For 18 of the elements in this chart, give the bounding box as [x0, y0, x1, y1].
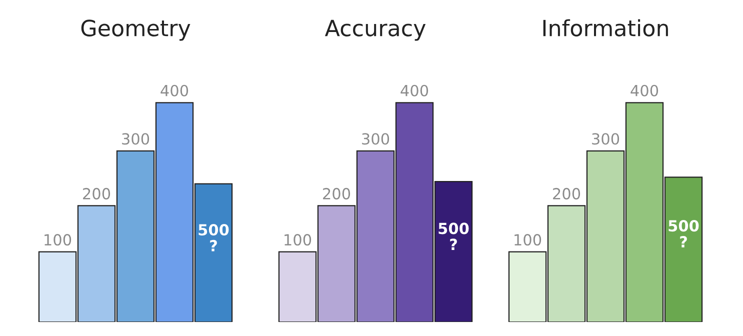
chart-title: Accuracy — [324, 20, 426, 41]
annotation: 500 ? — [198, 224, 229, 252]
annotation: 500 ? — [438, 222, 469, 250]
annotation: 300 — [362, 133, 390, 145]
annotation: 300 — [592, 133, 620, 145]
annotation: 400 — [160, 84, 188, 96]
annotation: 400 — [630, 84, 658, 96]
annotation: 100 — [44, 234, 72, 246]
annotation: 300 — [122, 133, 150, 145]
annotation: 100 — [284, 234, 312, 246]
annotation: 200 — [553, 188, 580, 200]
annotation: 100 — [514, 234, 542, 246]
annotation: 200 — [83, 188, 110, 200]
annotation: 400 — [400, 84, 428, 96]
annotation: 200 — [323, 188, 350, 200]
chart-title: Information — [543, 19, 668, 36]
chart-title: Geometry — [81, 20, 190, 41]
annotation: 500 ? — [668, 220, 699, 248]
